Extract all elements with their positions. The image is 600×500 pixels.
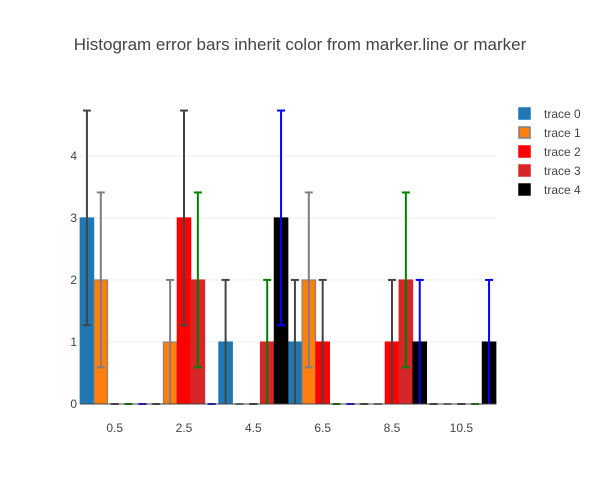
x-tick-label: 0.5	[106, 421, 123, 435]
x-tick-label: 4.5	[245, 421, 262, 435]
legend-label: trace 4	[544, 183, 581, 197]
legend-swatch	[518, 107, 531, 120]
x-axis-ticks: 0.5 2.5 4.5 6.5 8.5 10.5	[106, 421, 473, 435]
bars	[79, 217, 497, 405]
legend-swatch	[518, 164, 531, 177]
y-tick-label: 1	[70, 335, 77, 349]
x-tick-label: 6.5	[314, 421, 331, 435]
legend-label: trace 0	[544, 107, 581, 121]
y-tick-label: 2	[70, 273, 77, 287]
x-tick-label: 10.5	[450, 421, 474, 435]
y-tick-label: 4	[70, 149, 77, 163]
legend-label: trace 3	[544, 164, 581, 178]
legend-swatch	[518, 145, 531, 158]
legend: trace 0 trace 1 trace 2 trace 3 trace 4	[518, 107, 581, 197]
chart-title: Histogram error bars inherit color from …	[74, 35, 527, 54]
x-tick-label: 8.5	[384, 421, 401, 435]
legend-label: trace 1	[544, 126, 581, 140]
legend-label: trace 2	[544, 145, 581, 159]
y-tick-label: 0	[70, 397, 77, 411]
y-tick-label: 3	[70, 211, 77, 225]
legend-swatch	[518, 183, 531, 196]
legend-swatch	[518, 126, 531, 139]
y-axis-ticks: 0 1 2 3 4	[70, 149, 77, 411]
x-tick-label: 2.5	[176, 421, 193, 435]
